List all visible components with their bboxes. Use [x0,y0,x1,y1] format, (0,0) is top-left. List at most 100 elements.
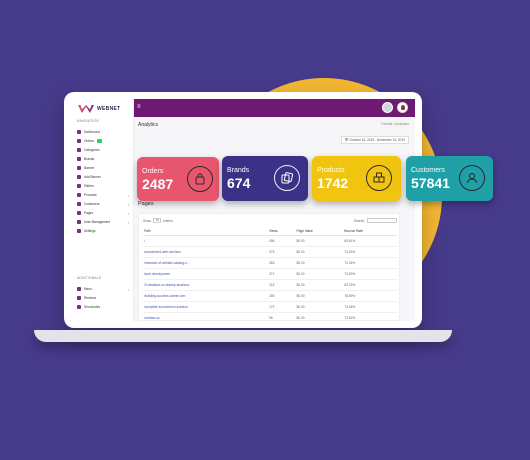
entries-label: entries [162,218,173,223]
sidebar-item-label: User Management [84,220,111,224]
brands-card[interactable]: Brands 674 [222,156,308,201]
customers-icon [77,202,81,206]
table-row: /building-success-career.com 180 $0.00 78.8… [143,290,397,302]
table-row: /456 $0.00 69.61% [143,235,397,247]
sidebar-item[interactable]: Sliders [77,182,129,190]
sidebar-item-label: Menu [84,287,92,291]
table-header-row: Path Views Page Value Bounce Rate [143,227,397,236]
date-range-picker[interactable]: 📅 October 16, 2019 - November 14, 2019 [340,136,409,144]
table-controls: Show 10 entries Search: [143,218,397,223]
settings-icon [77,229,81,233]
orders-icon [77,139,81,143]
column-header[interactable]: Views [268,227,296,236]
table-row: /complete-ecommerce-solution 173 $0.00 74.4… [143,301,397,313]
menu-icon [77,287,81,291]
users-icon [77,220,81,224]
tags-icon [274,165,300,191]
table-cell: 74.43% [343,246,397,258]
table-cell: 371 [268,268,296,280]
sidebar-item[interactable]: User Management › [77,218,129,226]
boxes-icon [366,165,392,191]
pages-table-panel: Show 10 entries Search: Path Views Page Va… [138,213,400,321]
shopping-bag-icon [187,166,213,192]
brands-label: Brands [227,167,250,174]
entries-select[interactable]: 10 [152,218,161,223]
column-header[interactable]: Path [143,227,269,236]
orders-value: 2487 [142,176,174,192]
brands-value: 674 [227,175,251,191]
table-row: /contact-us 96 $0.00 73.62% [143,312,397,321]
page-title: Analytics [138,122,159,128]
sidebar-item[interactable]: Shortcodes [77,303,129,311]
customers-value: 57841 [411,175,450,191]
page-path-link[interactable]: /3-mistakes-on-startup-business [143,279,269,291]
sidebar: WEBNET NAVIGATION Dashboard Orders Categor… [71,99,134,321]
orders-card[interactable]: Orders 2487 [137,157,219,201]
customer-icon [459,165,485,191]
table-cell: $0.00 [295,235,344,247]
table-cell: 73.62% [343,312,397,321]
column-header[interactable]: Bounce Rate [343,227,397,236]
sidebar-item-label: Reviews [84,296,97,300]
table-cell: $0.00 [295,301,344,313]
notification-avatar[interactable] [382,102,393,113]
shortcodes-icon [77,305,81,309]
chevron-right-icon: › [127,210,129,216]
sidebar-item[interactable]: Banner [77,164,129,172]
chevron-right-icon: › [127,219,129,225]
sidebar-item[interactable]: Categories [77,146,129,154]
table-cell: 180 [268,290,296,302]
hamburger-icon[interactable]: ≡ [137,104,141,110]
products-card[interactable]: Products 1742 [312,156,401,201]
pages-table: Path Views Page Value Bounce Rate /456 $0.00… [143,227,397,321]
products-label: Products [317,167,345,174]
page-path-link[interactable]: /research-of-website-catalog-n... [143,257,269,269]
table-cell: 74.48% [343,301,397,313]
page-path-link[interactable]: /web-development [143,268,269,280]
sidebar-item[interactable]: Orders [77,137,129,145]
table-cell: $0.00 [295,246,344,258]
table-cell: $0.00 [295,268,344,280]
page-path-link[interactable]: /building-success-career.com [143,290,269,302]
sidebar-item[interactable]: Brands [77,155,129,163]
sidebar-item[interactable]: Settings [77,227,129,235]
table-cell: 96 [268,312,296,321]
user-avatar[interactable] [397,102,408,113]
sidebar-item[interactable]: Customers › [77,200,129,208]
sidebar-item-label: Shortcodes [84,305,101,309]
page-path-link[interactable]: / [143,235,269,247]
sidebar-item[interactable]: Pages › [77,209,129,217]
pages-heading: Pages [138,201,154,207]
column-header[interactable]: Page Value [295,227,344,236]
chevron-right-icon: › [127,286,129,292]
reviews-icon [77,296,81,300]
sidebar-item-label: Banner [84,166,95,170]
nav-section-navigation: NAVIGATION [77,119,99,123]
sidebar-item[interactable]: Products › [77,191,129,199]
add-banner-icon [77,175,81,179]
logo-text: WEBNET [97,106,121,112]
pages-icon [77,211,81,215]
page-path-link[interactable]: /contact-us [143,312,269,321]
search-label: Search: [354,218,365,223]
page-path-link[interactable]: /customized-web-services [143,246,269,258]
sidebar-item[interactable]: Reviews [77,294,129,302]
sidebar-item-label: Categories [84,148,100,152]
sidebar-item[interactable]: Dashboard [77,128,129,136]
table-cell: 363 [268,257,296,269]
table-search: Search: [354,218,397,223]
customers-card[interactable]: Customers 57841 [406,156,493,201]
customers-label: Customers [411,167,445,174]
logo: WEBNET [78,105,120,113]
search-input[interactable] [367,218,397,223]
breadcrumb[interactable]: Tutorial / Analytics [380,122,409,126]
laptop-base [34,330,452,342]
sidebar-item[interactable]: Add Banner [77,173,129,181]
table-row: /3-mistakes-on-startup-business 215 $0.00 6… [143,279,397,291]
table-cell: 73.59% [343,268,397,280]
products-icon [77,193,81,197]
page-path-link[interactable]: /complete-ecommerce-solution [143,301,269,313]
sidebar-item[interactable]: Menu › [77,285,129,293]
sidebar-item-label: Orders [84,139,94,143]
laptop-screen: WEBNET NAVIGATION Dashboard Orders Categor… [71,99,415,321]
